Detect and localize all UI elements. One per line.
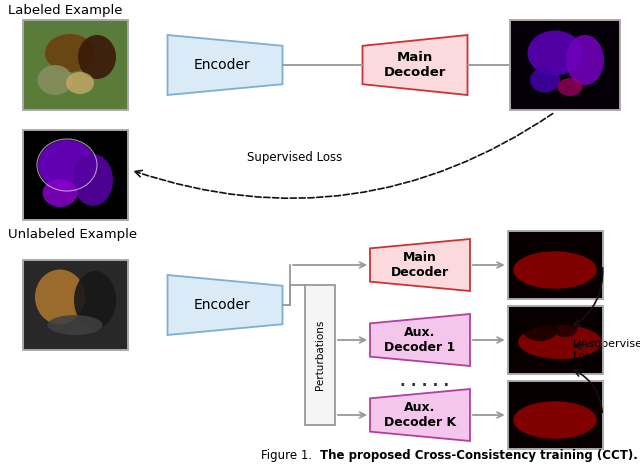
Text: Labeled Example: Labeled Example bbox=[8, 4, 122, 17]
Ellipse shape bbox=[513, 251, 596, 289]
Bar bbox=[508, 231, 602, 299]
Text: Aux.
Decoder 1: Aux. Decoder 1 bbox=[385, 326, 456, 354]
Text: Main
Decoder: Main Decoder bbox=[391, 251, 449, 279]
Ellipse shape bbox=[74, 271, 116, 329]
Ellipse shape bbox=[527, 30, 582, 76]
Text: . . . . .: . . . . . bbox=[401, 375, 449, 389]
Polygon shape bbox=[362, 35, 467, 95]
Bar bbox=[510, 20, 620, 110]
Bar bbox=[22, 20, 127, 110]
Ellipse shape bbox=[35, 269, 85, 325]
Ellipse shape bbox=[552, 319, 577, 337]
Polygon shape bbox=[168, 275, 282, 335]
Text: Main
Decoder: Main Decoder bbox=[384, 51, 446, 79]
Ellipse shape bbox=[518, 325, 602, 359]
Ellipse shape bbox=[513, 401, 596, 439]
Ellipse shape bbox=[557, 78, 582, 96]
Bar bbox=[508, 381, 602, 449]
Text: Encoder: Encoder bbox=[194, 298, 250, 312]
Ellipse shape bbox=[522, 319, 557, 341]
Bar bbox=[22, 260, 127, 350]
Ellipse shape bbox=[566, 35, 604, 85]
Polygon shape bbox=[168, 35, 282, 95]
Bar bbox=[22, 260, 127, 350]
Text: Figure 1.: Figure 1. bbox=[261, 449, 320, 461]
Bar bbox=[22, 130, 127, 220]
Ellipse shape bbox=[38, 140, 96, 190]
Ellipse shape bbox=[47, 315, 102, 335]
Text: Supervised Loss: Supervised Loss bbox=[248, 151, 342, 164]
Ellipse shape bbox=[78, 35, 116, 79]
Ellipse shape bbox=[73, 154, 113, 206]
Bar bbox=[508, 306, 602, 374]
Polygon shape bbox=[370, 389, 470, 441]
Text: Aux.
Decoder K: Aux. Decoder K bbox=[384, 401, 456, 429]
Bar bbox=[305, 285, 335, 425]
Ellipse shape bbox=[530, 68, 560, 92]
Ellipse shape bbox=[42, 179, 77, 207]
Text: The proposed Cross-Consistency training (CCT). For: The proposed Cross-Consistency training … bbox=[320, 449, 640, 461]
Text: Perturbations: Perturbations bbox=[315, 320, 325, 390]
Bar bbox=[508, 231, 602, 299]
Bar bbox=[508, 381, 602, 449]
Text: Unsupervised
Loss: Unsupervised Loss bbox=[573, 339, 640, 361]
Text: Encoder: Encoder bbox=[194, 58, 250, 72]
Bar bbox=[510, 20, 620, 110]
Ellipse shape bbox=[66, 72, 94, 94]
Text: Unlabeled Example: Unlabeled Example bbox=[8, 228, 137, 241]
Polygon shape bbox=[370, 239, 470, 291]
Polygon shape bbox=[370, 314, 470, 366]
Ellipse shape bbox=[45, 34, 95, 72]
Bar bbox=[22, 20, 127, 110]
Bar bbox=[508, 306, 602, 374]
Bar bbox=[22, 130, 127, 220]
Ellipse shape bbox=[38, 65, 72, 95]
